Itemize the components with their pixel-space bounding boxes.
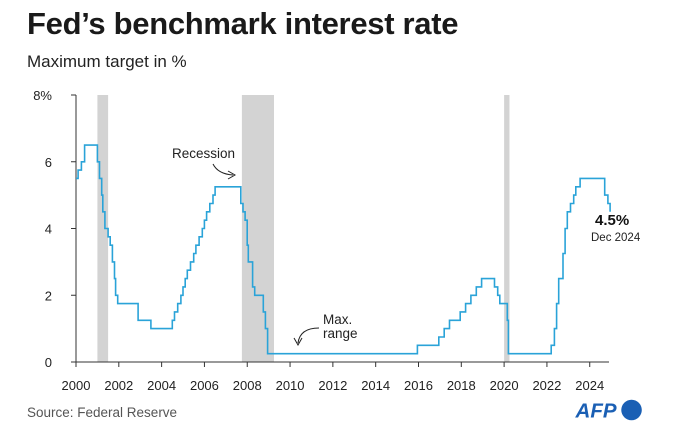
afp-logo-circle [621, 399, 642, 421]
tick-labels: 0 2 4 6 8% 2000 2002 2004 2006 2008 2010 2012 2014 20… [33, 88, 604, 393]
chart-title: Fed’s benchmark interest rate [27, 6, 459, 41]
y-tick-label: 6 [45, 155, 52, 170]
x-tick-label: 2002 [104, 378, 133, 393]
recession-arrow [212, 163, 234, 176]
x-tick-label: 2022 [532, 378, 561, 393]
line-chart: 0 2 4 6 8% 2000 2002 2004 2006 2008 2010 2012 2014 20… [33, 88, 641, 393]
x-tick-label: 2012 [318, 378, 347, 393]
recession-label: Recession [172, 146, 235, 161]
x-tick-label: 2016 [404, 378, 433, 393]
y-tick-label: 8% [33, 88, 52, 103]
max-range-arrowhead [293, 337, 303, 347]
y-tick-label: 2 [45, 288, 52, 303]
x-tick-label: 2004 [147, 378, 176, 393]
chart-subtitle: Maximum target in % [27, 52, 187, 71]
source-note: Source: Federal Reserve [27, 405, 178, 420]
recession-band-2 [504, 95, 510, 362]
afp-logo-text: AFP [575, 399, 617, 422]
afp-logo: AFP [575, 399, 642, 422]
x-tick-label: 2018 [447, 378, 476, 393]
recession-bands [97, 95, 510, 362]
x-tick-label: 2006 [190, 378, 219, 393]
latest-date-label: Dec 2024 [591, 232, 641, 244]
latest-value-label: 4.5% [595, 212, 629, 229]
recession-band-0 [97, 95, 109, 362]
x-tick-label: 2010 [276, 378, 305, 393]
max-range-label-line2: range [323, 326, 358, 341]
x-tick-label: 2014 [361, 378, 390, 393]
recession-arrowhead [227, 170, 237, 180]
x-tick-label: 2020 [490, 378, 519, 393]
max-range-label-line1: Max. [323, 312, 352, 327]
y-tick-label: 0 [45, 355, 52, 370]
annotations: Recession Max. range 4.5% Dec 2024 [172, 146, 641, 347]
x-tick-label: 2000 [62, 378, 91, 393]
interest-rate-line [76, 144, 611, 355]
max-range-arrow [297, 327, 320, 344]
x-tick-label: 2024 [575, 378, 604, 393]
x-tick-label: 2008 [233, 378, 262, 393]
y-tick-label: 4 [45, 222, 52, 237]
